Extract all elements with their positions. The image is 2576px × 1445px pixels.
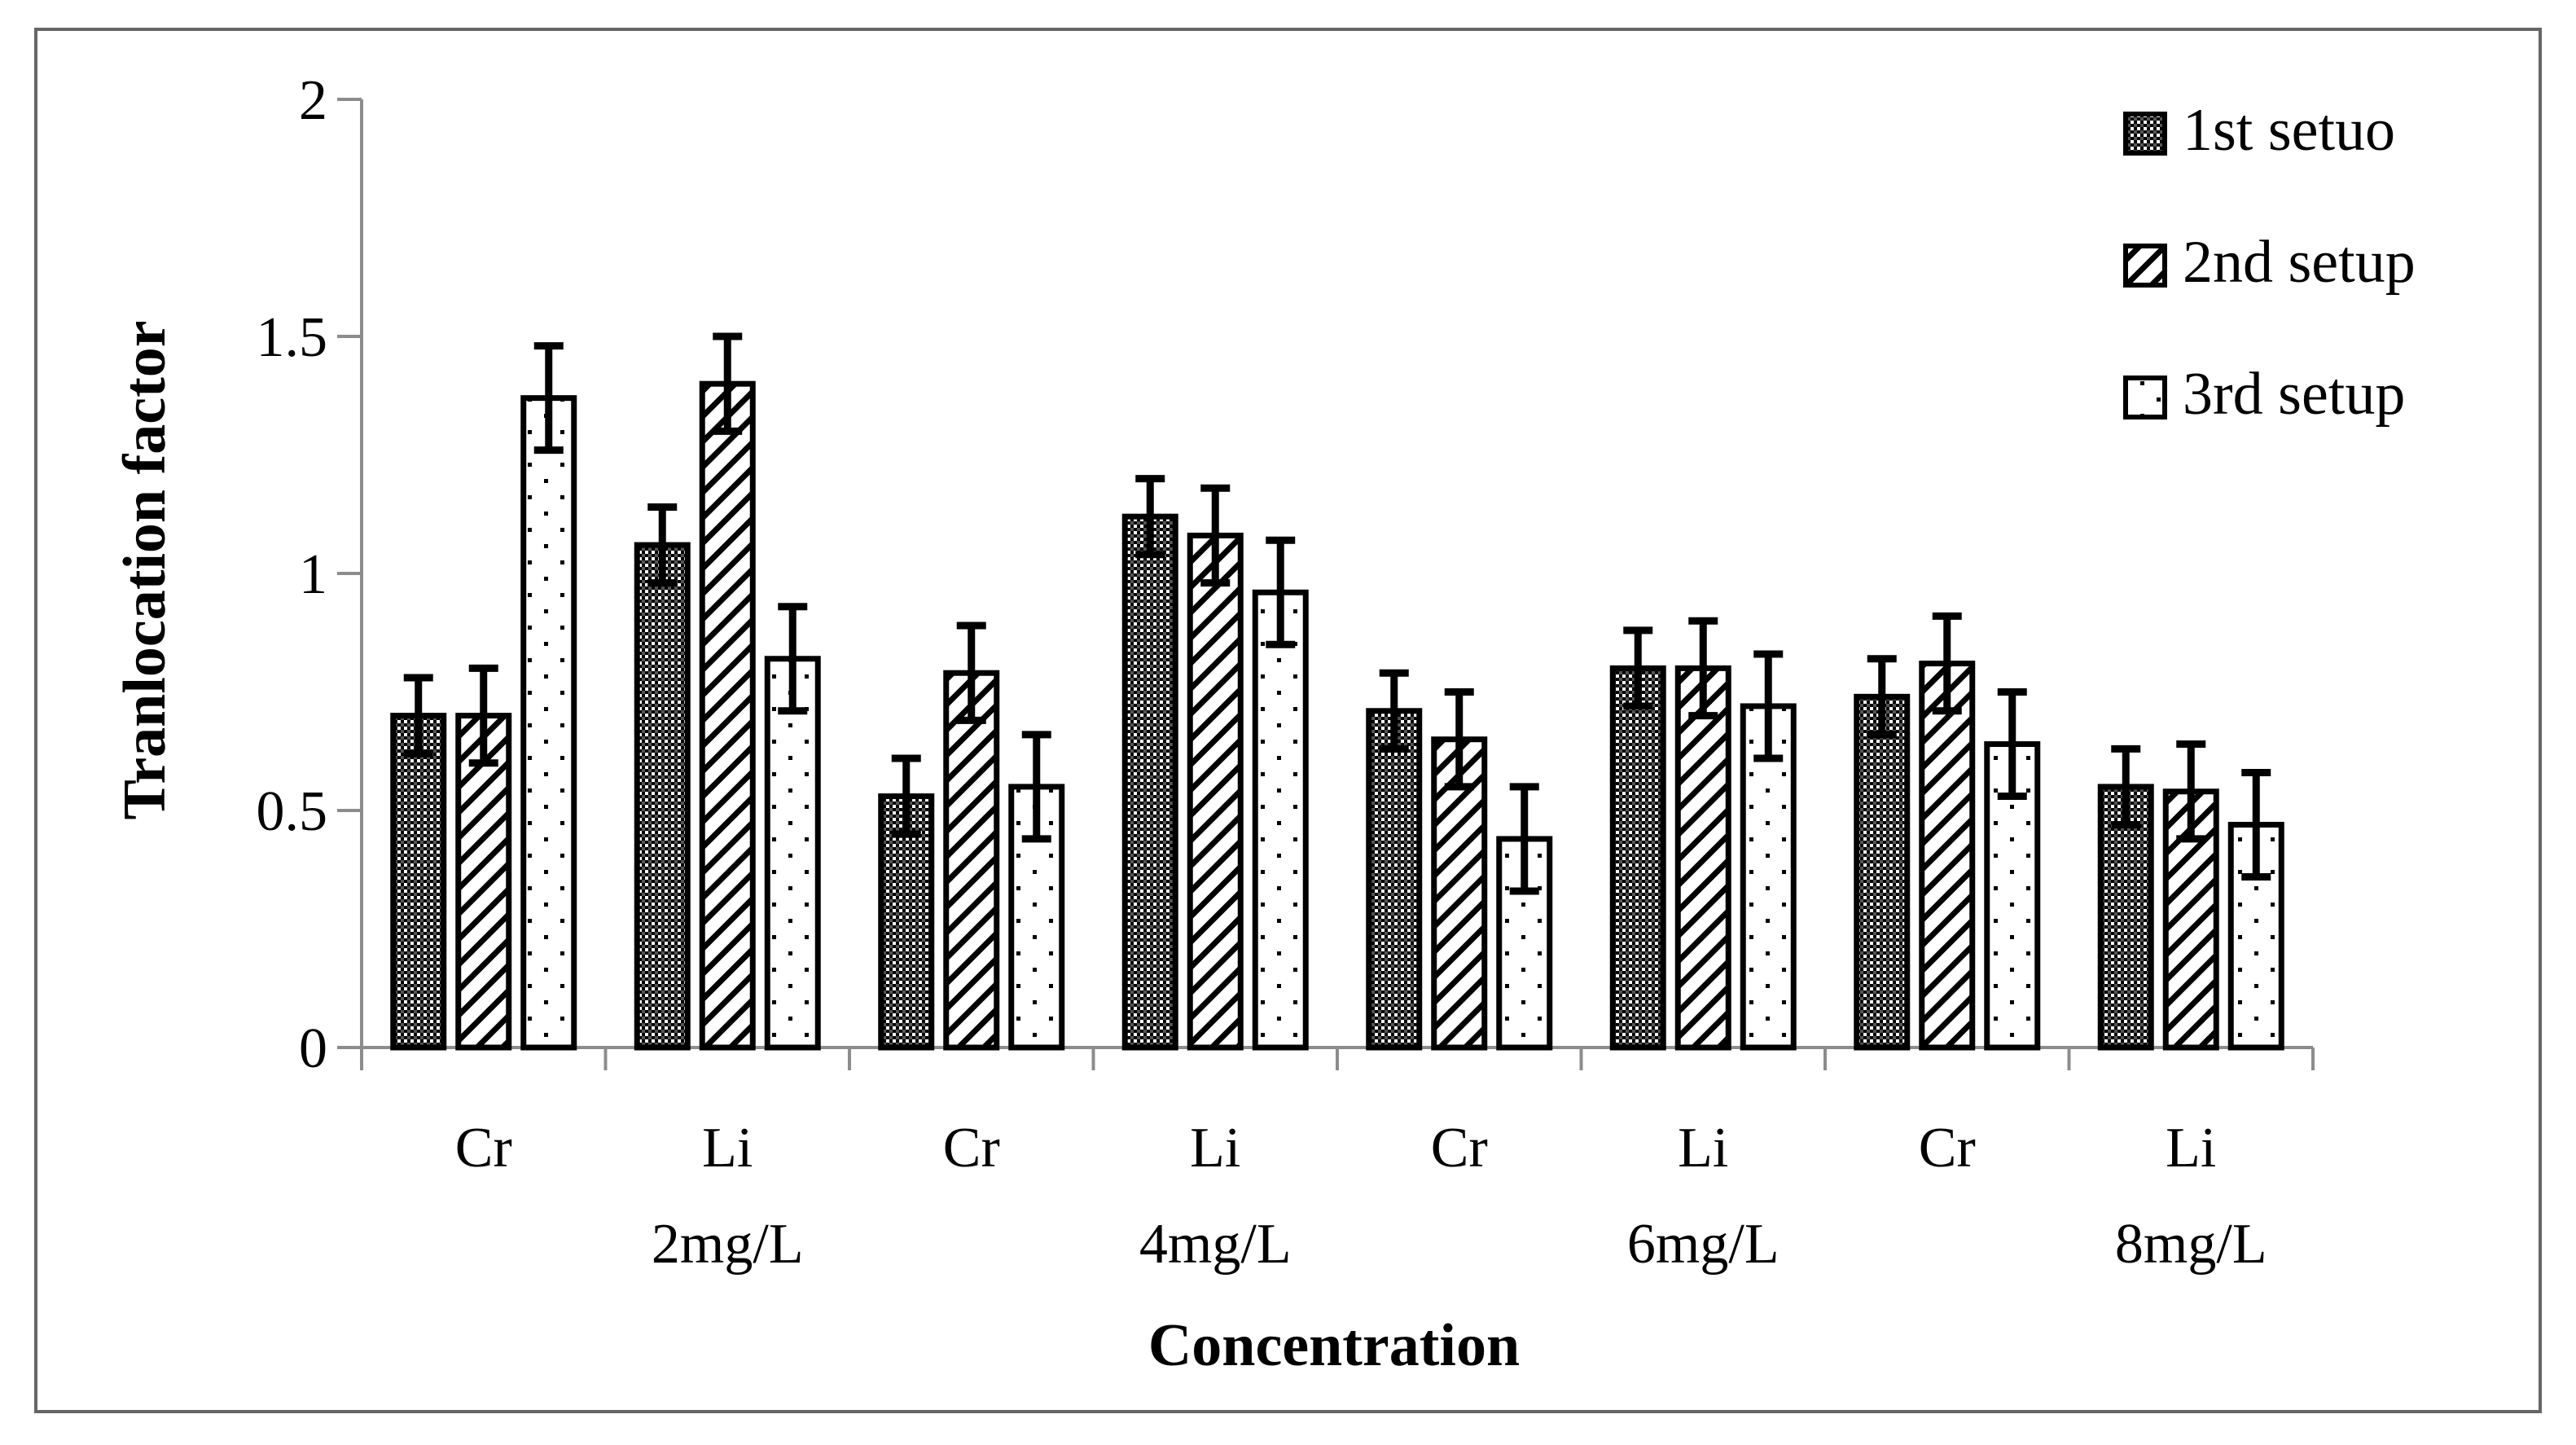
legend-label: 1st setuo xyxy=(2183,97,2395,164)
bar xyxy=(1121,513,1178,1051)
bar-series-group xyxy=(390,380,2284,1051)
bar xyxy=(764,656,821,1051)
y-tick-label: 0 xyxy=(299,1017,327,1080)
y-tick-label: 1.5 xyxy=(257,306,328,369)
legend-swatch xyxy=(2123,112,2167,156)
bar xyxy=(1609,665,1666,1051)
x-category-label: 6mg/L xyxy=(1627,1213,1780,1276)
x-category-label: 4mg/L xyxy=(1139,1213,1292,1276)
bar xyxy=(455,713,512,1051)
bar xyxy=(1919,661,1976,1051)
x-category-label: Cr xyxy=(1919,1117,1976,1179)
y-axis: 0 0.5 1 1.5 2 xyxy=(257,69,363,1080)
bar xyxy=(1740,703,1797,1051)
bar xyxy=(1252,589,1309,1051)
legend-swatch xyxy=(2123,244,2167,288)
y-tick-label: 1 xyxy=(299,543,327,606)
x-category-label: Li xyxy=(1190,1117,1240,1179)
bar xyxy=(634,542,691,1051)
x-category-label: Li xyxy=(2166,1117,2216,1179)
x-category-label: Li xyxy=(702,1117,753,1179)
bar xyxy=(520,395,577,1051)
bar xyxy=(390,713,447,1051)
bar xyxy=(1674,665,1731,1051)
y-tick-label: 2 xyxy=(299,69,327,132)
bar xyxy=(1187,532,1244,1051)
legend: 1st setuo 2nd setup 3rd setup xyxy=(2123,97,2416,428)
bar xyxy=(943,670,1000,1051)
y-axis-title: Tranlocation factor xyxy=(112,320,178,819)
bar xyxy=(1431,736,1488,1051)
bar xyxy=(2097,784,2154,1051)
x-category-label: 8mg/L xyxy=(2115,1213,2267,1276)
x-axis-title: Concentration xyxy=(1148,1312,1520,1379)
error-bar-group xyxy=(403,332,2271,895)
x-category-label: Cr xyxy=(455,1117,512,1179)
x-category-label: Cr xyxy=(943,1117,1000,1179)
x-category-label: 2mg/L xyxy=(652,1213,804,1276)
legend-label: 3rd setup xyxy=(2183,361,2405,428)
legend-swatch xyxy=(2123,376,2167,419)
bar xyxy=(1854,693,1911,1051)
bar xyxy=(1496,836,1553,1051)
bar xyxy=(699,380,756,1051)
y-tick-label: 0.5 xyxy=(257,780,328,843)
x-category-label: Cr xyxy=(1431,1117,1488,1179)
bar xyxy=(1366,708,1423,1051)
legend-label: 2nd setup xyxy=(2183,229,2416,296)
x-category-label: Li xyxy=(1678,1117,1728,1179)
